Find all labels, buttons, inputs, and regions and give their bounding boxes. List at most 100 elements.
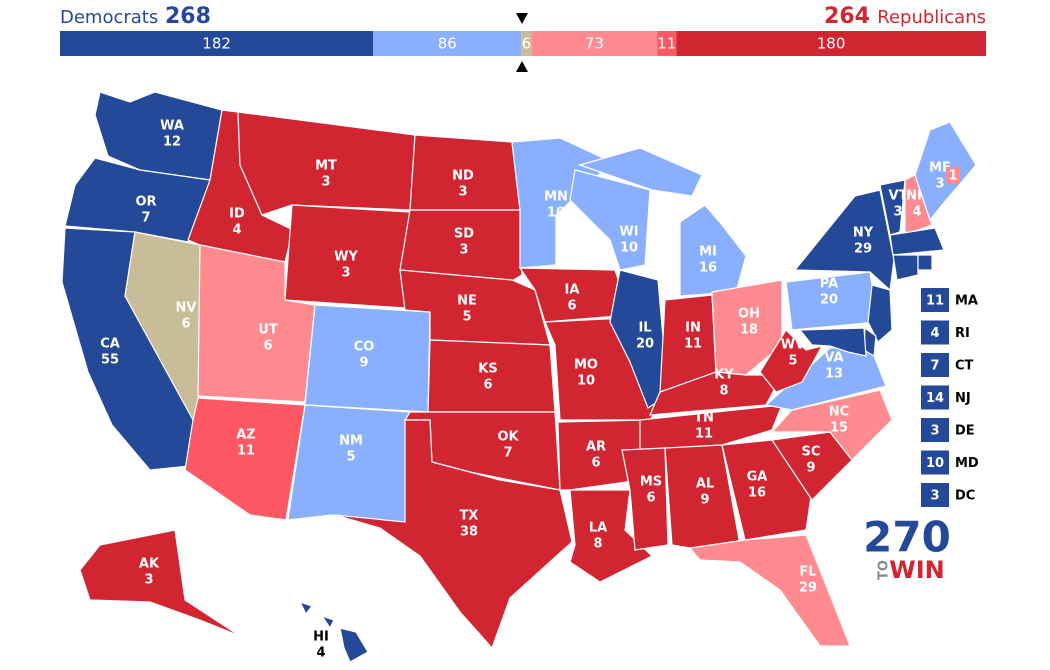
state-abbr: WV xyxy=(781,338,805,353)
state-ev: 16 xyxy=(748,486,766,501)
bar-segment xyxy=(676,31,986,56)
state-abbr: WY xyxy=(334,250,358,265)
state-abbr: CO xyxy=(354,340,375,355)
state-shape xyxy=(518,267,631,323)
state-ev: 20 xyxy=(820,293,838,308)
state-abbr: IN xyxy=(685,321,701,336)
state-shape xyxy=(287,404,411,533)
state-abbr: MS xyxy=(640,475,662,490)
state-shape xyxy=(904,174,933,236)
small-state-abbr: NJ xyxy=(955,391,971,406)
state-abbr: LA xyxy=(589,521,607,536)
bar-segment xyxy=(373,31,522,56)
rep-total: 264 xyxy=(824,4,870,29)
state-ev: 3 xyxy=(321,175,330,190)
bar-segment xyxy=(521,31,532,56)
small-state-ev: 14 xyxy=(926,391,944,406)
state-abbr: KY xyxy=(714,368,734,383)
state-ev: 6 xyxy=(263,339,272,354)
state-ev: 29 xyxy=(799,581,817,596)
state-abbr: MO xyxy=(574,358,598,373)
state-ev: 7 xyxy=(503,446,512,461)
state-abbr: FL xyxy=(799,565,816,580)
state-abbr: OR xyxy=(135,195,156,210)
state-shape xyxy=(798,327,867,357)
state-ev: 5 xyxy=(346,450,355,465)
state-ev: 6 xyxy=(567,299,576,314)
state-ev: 38 xyxy=(460,525,478,540)
state-abbr: AK xyxy=(139,557,160,572)
bar-segment-label: 182 xyxy=(202,35,231,53)
bar-segment xyxy=(60,31,374,56)
logo: 270 TO WIN xyxy=(863,513,951,585)
small-state-box xyxy=(921,418,949,442)
state-abbr: TX xyxy=(460,509,479,524)
state-ev: 3 xyxy=(459,243,468,258)
state-ev: 6 xyxy=(181,317,190,332)
state-shape xyxy=(917,254,933,271)
district-ev: 1 xyxy=(948,169,957,184)
state-shape xyxy=(334,419,573,650)
state-ev: 55 xyxy=(101,353,119,368)
state-shape xyxy=(609,269,669,409)
state-ev: 6 xyxy=(483,378,492,393)
state-abbr: ND xyxy=(452,169,474,184)
state-ev: 9 xyxy=(700,493,709,508)
state-ev: 3 xyxy=(458,185,467,200)
small-state-abbr: MA xyxy=(955,294,978,309)
logo-number: 270 xyxy=(863,513,951,562)
state-shape xyxy=(914,121,977,222)
state-ev: 4 xyxy=(316,646,325,661)
state-ev: 5 xyxy=(788,354,797,369)
dem-total: 268 xyxy=(165,4,211,29)
small-state-ev: 10 xyxy=(926,456,944,471)
state-ev: 20 xyxy=(636,337,654,352)
small-state-box xyxy=(921,450,949,475)
state-abbr: AR xyxy=(586,440,606,455)
state-ev: 11 xyxy=(237,444,255,459)
state-ev: 3 xyxy=(144,573,153,588)
state-shape xyxy=(511,137,614,269)
state-shape xyxy=(184,397,306,521)
state-abbr: WA xyxy=(160,119,184,134)
state-shape xyxy=(399,209,523,283)
state-ev: 9 xyxy=(806,461,815,476)
state-shape xyxy=(879,179,906,236)
state-abbr: WI xyxy=(619,225,638,240)
bar-segment xyxy=(657,31,677,56)
state-ev: 3 xyxy=(341,266,350,281)
state-abbr: NY xyxy=(853,226,874,241)
state-shape xyxy=(569,489,654,583)
bar-segment-label: 6 xyxy=(522,35,532,53)
dem-label: Democrats xyxy=(60,7,158,28)
bar-segment-label: 73 xyxy=(585,35,604,53)
small-state-abbr: DC xyxy=(955,489,975,504)
state-ev: 8 xyxy=(719,384,728,399)
logo-to: TO xyxy=(877,560,892,580)
state-shape xyxy=(867,284,893,343)
small-state-abbr: MD xyxy=(955,456,979,471)
midpoint-marker-top xyxy=(516,13,528,24)
bar-segment-label: 180 xyxy=(817,35,846,53)
bar-segment-label: 11 xyxy=(657,35,676,53)
small-state-box xyxy=(921,483,949,507)
state-abbr: MT xyxy=(315,159,337,174)
small-state-ev: 3 xyxy=(930,489,939,504)
state-shape xyxy=(557,419,649,491)
tally-bar: 182 86 6 73 11 180 xyxy=(60,31,986,56)
state-abbr: VA xyxy=(824,351,843,366)
state-abbr: NV xyxy=(176,301,197,316)
state-abbr: AZ xyxy=(236,428,256,443)
state-ev: 13 xyxy=(825,367,843,382)
small-state-ev: 11 xyxy=(926,294,944,309)
state-abbr: SD xyxy=(454,227,474,242)
state-abbr: NE xyxy=(457,294,477,309)
district-box xyxy=(946,167,960,184)
states: WA12OR7CA55NV6ID4MT3WY3UT6AZ11CO9NM5ND3S… xyxy=(61,91,977,663)
state-abbr: OH xyxy=(738,307,760,322)
state-shape xyxy=(889,227,945,256)
state-abbr: PA xyxy=(820,277,838,292)
state-abbr: ME xyxy=(929,161,951,176)
